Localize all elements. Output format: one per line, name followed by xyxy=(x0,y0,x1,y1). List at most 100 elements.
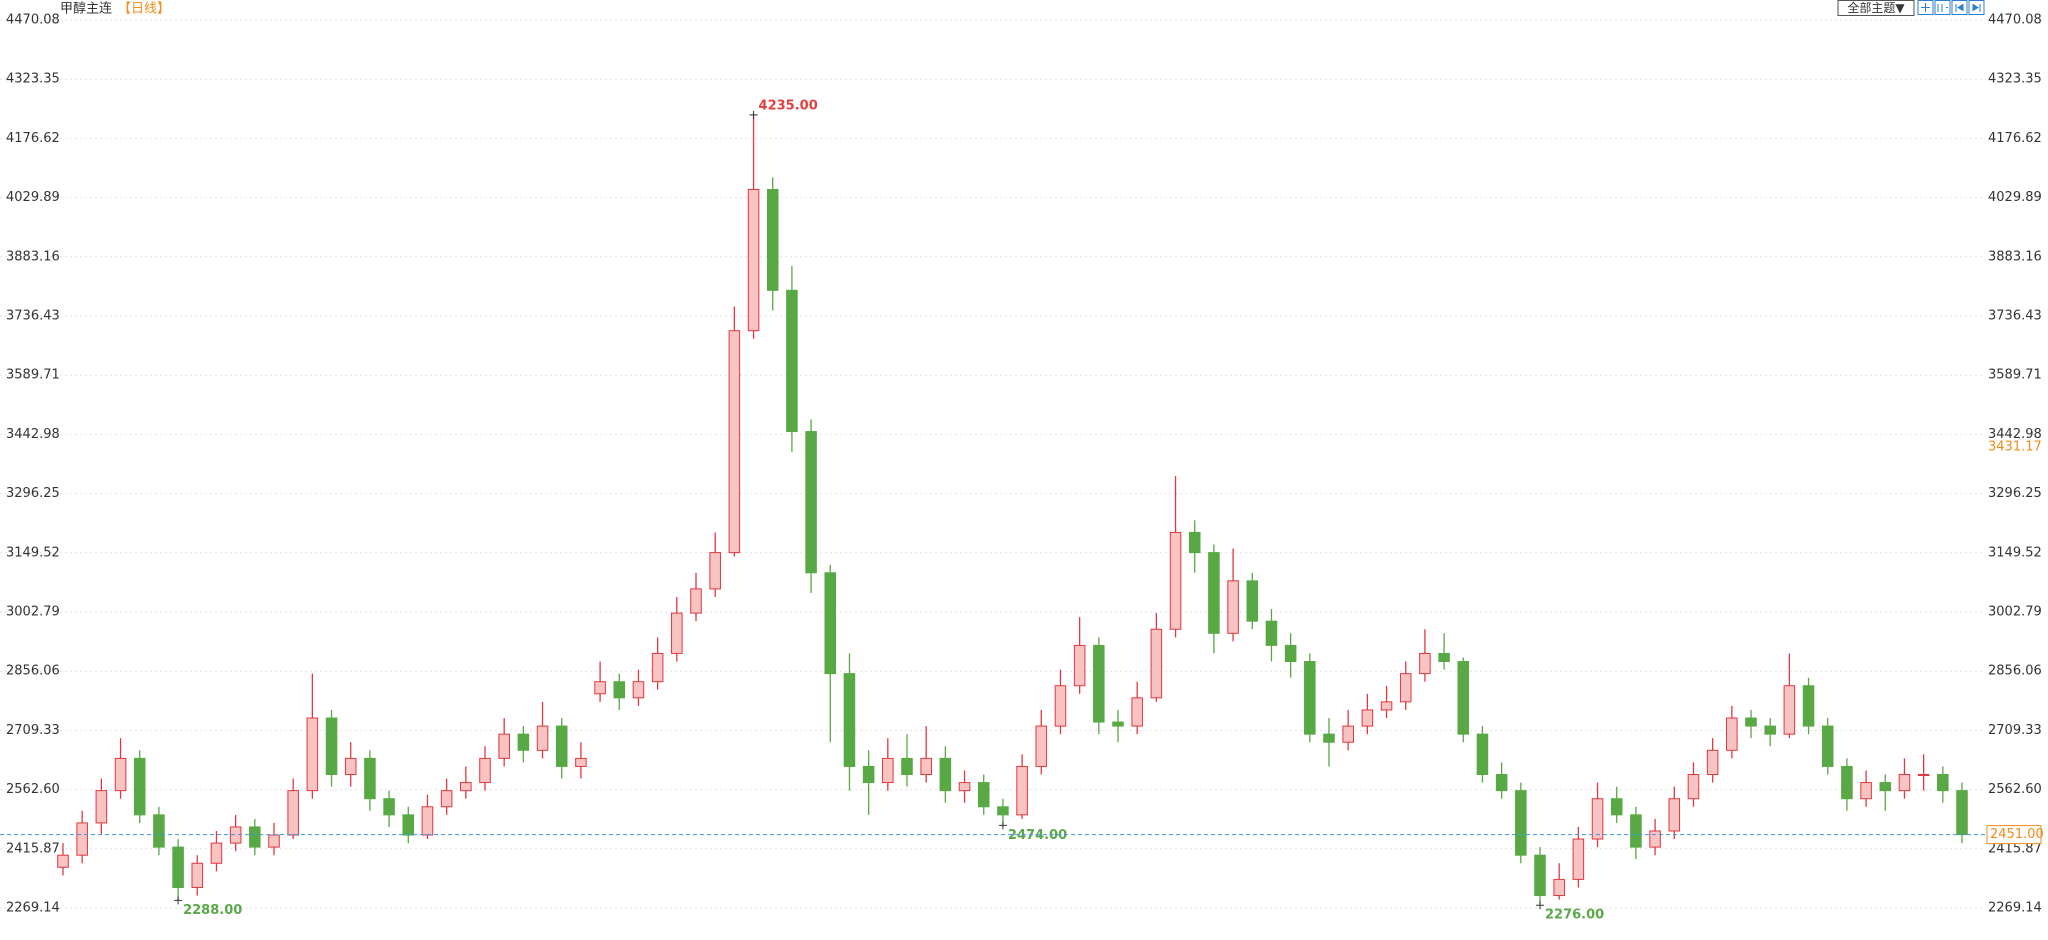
candle-body xyxy=(843,673,856,767)
candle-body xyxy=(1917,774,1930,777)
candle-body xyxy=(479,757,491,784)
annotation-label: 4235.00 xyxy=(759,98,818,113)
candle-body xyxy=(1150,628,1163,699)
candle-body xyxy=(1438,652,1450,663)
candle-body xyxy=(421,806,434,836)
candle-body xyxy=(555,725,568,767)
y-tick-label: 2856.06 xyxy=(6,664,60,679)
candle-body xyxy=(76,822,88,856)
candle-body xyxy=(287,790,299,836)
candle-body xyxy=(1169,531,1182,630)
period-label: 【日线】 xyxy=(118,2,170,17)
candle-body xyxy=(958,782,971,792)
candle-body xyxy=(1726,717,1738,751)
candle-body xyxy=(939,757,952,792)
candle-body xyxy=(1553,878,1565,897)
candle-body xyxy=(1399,673,1412,703)
candle-body xyxy=(1495,774,1508,792)
y-tick-label: 3149.52 xyxy=(6,545,60,560)
candle-body xyxy=(133,757,146,816)
y-tick-label: 2709.33 xyxy=(6,723,60,738)
annotation-label: 2276.00 xyxy=(1545,908,1604,923)
candle-body xyxy=(824,572,837,675)
candle-body xyxy=(862,765,875,784)
annotation-marker xyxy=(1536,901,1544,910)
y-tick-label-right: 2415.87 xyxy=(1988,841,2042,856)
candle-body xyxy=(1476,733,1489,776)
y-tick-label: 2269.14 xyxy=(6,900,60,915)
candle-body xyxy=(460,782,472,792)
candle-body xyxy=(517,733,530,751)
candle-body xyxy=(440,790,453,808)
last-price-label: 2451.00 xyxy=(1990,827,2044,842)
candle-body xyxy=(728,330,741,554)
annotation-marker xyxy=(998,821,1007,830)
y-tick-label-right: 2269.14 xyxy=(1988,900,2042,915)
candle-body xyxy=(1073,644,1086,687)
candle-body xyxy=(306,717,319,792)
forward-icon-glyph xyxy=(1972,3,1981,12)
candle-body xyxy=(1821,725,1834,767)
y-tick-label-right: 4323.35 xyxy=(1988,72,2042,87)
candle-body xyxy=(1323,733,1335,743)
candle-body xyxy=(1419,652,1431,675)
annotation-marker xyxy=(749,110,758,119)
zoom-icon-glyph xyxy=(1921,3,1930,12)
chart-title: 甲醇主连 xyxy=(60,1,112,17)
candle-body xyxy=(498,733,510,759)
candle-body xyxy=(1802,685,1815,727)
y-tick-label: 3002.79 xyxy=(6,604,60,619)
y-tick-label: 4176.62 xyxy=(6,131,60,146)
candle-body xyxy=(1054,685,1067,727)
candle-body xyxy=(383,798,395,816)
theme-button-frame[interactable] xyxy=(1837,0,1915,16)
candle-body xyxy=(1361,709,1374,727)
theme-button[interactable]: 全部主题▼ xyxy=(1847,0,1905,15)
y-tick-label: 3736.43 xyxy=(6,308,60,323)
candle-body xyxy=(1208,552,1220,634)
y-tick-label: 4470.08 xyxy=(6,12,60,27)
candle-body xyxy=(536,725,549,751)
candle-body xyxy=(57,854,69,868)
candle-body xyxy=(977,782,990,808)
candle-body xyxy=(575,757,587,767)
candle-body xyxy=(1112,721,1124,727)
candle-body xyxy=(1956,790,1968,836)
candle-body xyxy=(1706,749,1719,776)
y-tick-label: 4323.35 xyxy=(6,72,60,87)
candle-body xyxy=(1745,717,1757,727)
annotation-label: 2288.00 xyxy=(183,903,242,918)
candle-body xyxy=(344,757,357,776)
candle-body xyxy=(786,289,798,433)
candle-body xyxy=(364,757,376,800)
candle-body xyxy=(1016,765,1028,816)
candle-body xyxy=(690,588,702,614)
candle-body xyxy=(1534,854,1546,897)
toolbar: 全部主题▼ xyxy=(1837,0,1985,16)
candle-body xyxy=(1284,644,1297,663)
y-tick-label-right: 3589.71 xyxy=(1988,368,2042,383)
candle-body xyxy=(1246,580,1259,622)
candle-body xyxy=(1304,661,1316,735)
candle-body xyxy=(671,612,683,654)
candle-body xyxy=(1687,774,1700,800)
candle-body xyxy=(1898,774,1911,792)
y-tick-label-right: 3296.25 xyxy=(1988,486,2042,501)
y-tick-label-right: 2709.33 xyxy=(1988,723,2042,738)
annotation-marker xyxy=(174,896,183,905)
candle-body xyxy=(1860,782,1872,800)
candle-body xyxy=(1668,798,1681,832)
cursor-price-label: 3431.17 xyxy=(1988,440,2042,455)
candle-body xyxy=(1188,531,1201,554)
candle-body xyxy=(1227,580,1239,634)
y-tick-label-right: 4029.89 xyxy=(1988,190,2042,205)
candle-body xyxy=(651,652,664,683)
candle-body xyxy=(1649,830,1661,848)
candle-body xyxy=(1515,790,1527,856)
last-price-box xyxy=(1986,825,2042,845)
candle-body xyxy=(1764,725,1776,735)
candle-body xyxy=(325,717,338,776)
candle-body xyxy=(997,806,1009,816)
